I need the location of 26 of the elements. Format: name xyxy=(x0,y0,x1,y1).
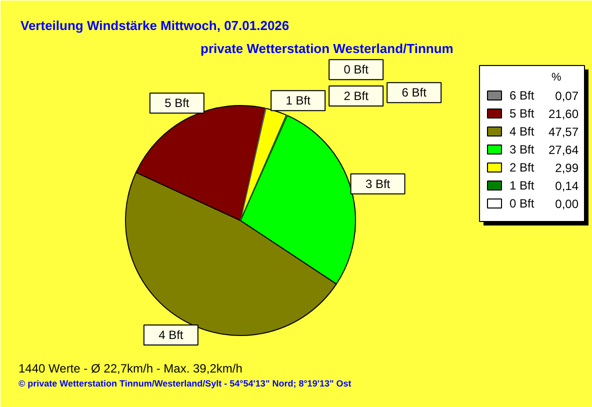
data-label: 21,60 xyxy=(548,107,579,121)
slice-label: 1 Bft xyxy=(286,94,312,108)
category-label: 0 Bft xyxy=(344,62,368,77)
data-label: 27,64 xyxy=(548,143,579,157)
legend-label: 2 Bft xyxy=(510,160,535,174)
data-label: 0,07 xyxy=(555,89,579,103)
chart-subtitle: private Wetterstation Westerland/Tinnum xyxy=(200,41,454,56)
data-label: 0,14 xyxy=(555,179,579,193)
data-label: 47,57 xyxy=(548,125,579,139)
text: 1440 Werte - Ø 22,7km/h - Max. 39,2km/h xyxy=(18,362,242,376)
category-label: 2 Bft xyxy=(344,88,368,103)
text: © private Wetterstation Tinnum/Westerland/Sylt - 54°54'13" Nord; 8°19'13" Ost xyxy=(18,378,352,388)
category-label: 6 Bft xyxy=(402,86,426,100)
legend-label: 1 Bft xyxy=(510,178,535,192)
legend-label: 5 Bft xyxy=(510,106,535,120)
legend-label: 6 Bft xyxy=(510,88,535,102)
legend-title: % xyxy=(552,72,562,84)
legend-label: 4 Bft xyxy=(510,124,535,138)
legend-label: 0 Bft xyxy=(510,196,535,210)
slice-label: 4 Bft xyxy=(158,328,184,342)
chart-title: Verteilung Windstärke Mittwoch, 07.01.2026 xyxy=(20,18,290,33)
slice-label: 3 Bft xyxy=(365,176,391,191)
legend-label: 3 Bft xyxy=(510,142,535,156)
text: 0,00 xyxy=(555,197,579,211)
data-label: 2,99 xyxy=(555,161,579,175)
slice-label: 5 Bft xyxy=(164,96,190,110)
